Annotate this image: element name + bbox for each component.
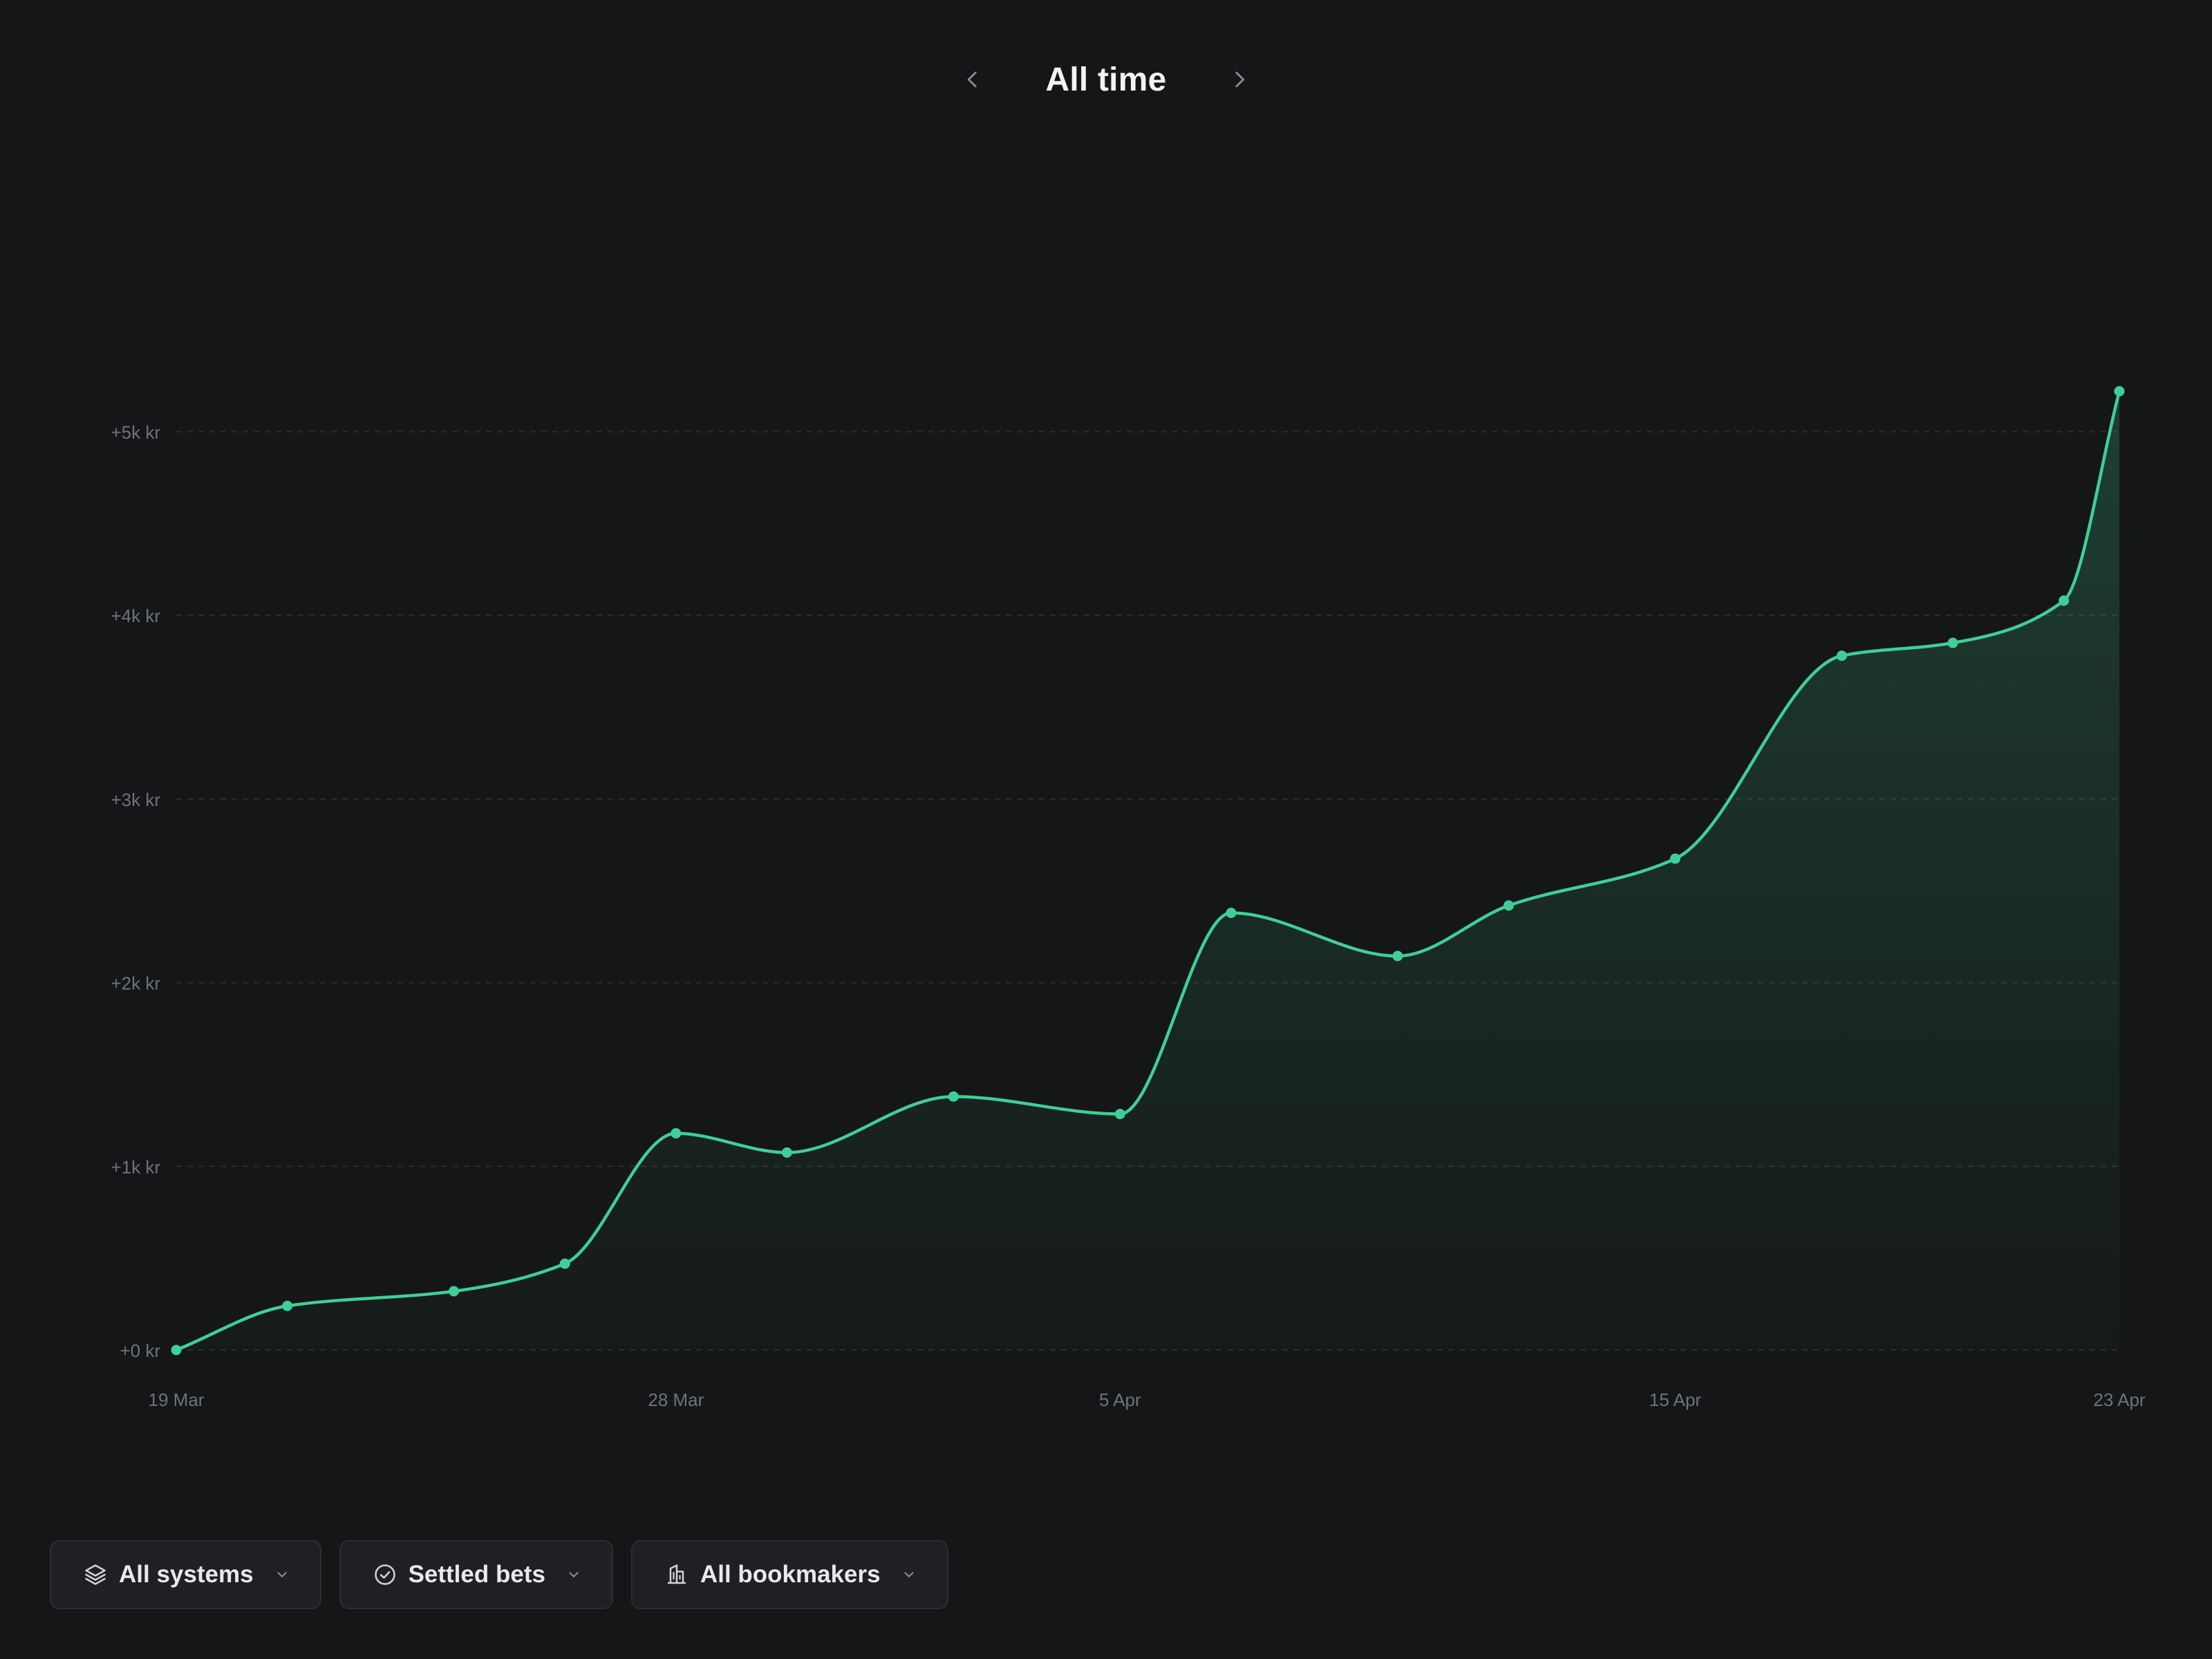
data-point[interactable]	[171, 1344, 182, 1356]
period-title: All time	[1045, 61, 1167, 98]
y-tick-label: +4k kr	[111, 606, 160, 626]
data-point[interactable]	[1503, 900, 1515, 911]
data-point[interactable]	[559, 1258, 570, 1269]
data-point[interactable]	[2114, 386, 2125, 397]
x-tick-label: 19 Mar	[149, 1389, 205, 1410]
x-axis-ticks: 19 Mar 28 Mar 5 Apr 15 Apr 23 Apr	[149, 1389, 2146, 1410]
data-point[interactable]	[1226, 908, 1237, 919]
data-point[interactable]	[1669, 853, 1680, 864]
data-point[interactable]	[1114, 1109, 1125, 1120]
y-tick-label: +0 kr	[120, 1340, 160, 1361]
systems-filter-label: All systems	[119, 1561, 254, 1588]
profit-line	[174, 389, 2121, 1352]
profit-chart: +0 kr +1k kr +2k kr +3k kr +4k kr +5k kr 19 M…	[111, 386, 2146, 1410]
data-point[interactable]	[449, 1286, 460, 1297]
next-period-button[interactable]	[1212, 52, 1267, 107]
data-point[interactable]	[282, 1300, 293, 1311]
y-axis-ticks: +0 kr +1k kr +2k kr +3k kr +4k kr +5k kr	[111, 422, 160, 1361]
bookmakers-filter-label: All bookmakers	[700, 1561, 881, 1588]
period-header: All time	[0, 48, 2212, 111]
profit-area	[176, 391, 2119, 1350]
x-tick-label: 5 Apr	[1099, 1389, 1141, 1410]
data-point[interactable]	[2059, 595, 2070, 606]
data-point[interactable]	[948, 1091, 959, 1102]
data-point[interactable]	[671, 1127, 682, 1138]
x-tick-label: 15 Apr	[1649, 1389, 1702, 1410]
filter-bar: All systems Settled bets All bookmakers	[50, 1540, 948, 1609]
chevron-left-icon	[967, 71, 977, 88]
y-tick-label: +1k kr	[111, 1156, 160, 1177]
chevron-down-icon	[566, 1567, 581, 1582]
data-point[interactable]	[1836, 650, 1847, 662]
data-point[interactable]	[1947, 637, 1958, 648]
x-tick-label: 28 Mar	[648, 1389, 704, 1410]
data-points	[171, 386, 2125, 1356]
bank-icon	[664, 1562, 689, 1587]
bet-status-filter-button[interactable]: Settled bets	[339, 1540, 613, 1609]
data-point[interactable]	[781, 1147, 792, 1158]
check-circle-icon	[373, 1562, 397, 1587]
y-tick-label: +5k kr	[111, 422, 160, 442]
bet-status-filter-label: Settled bets	[408, 1561, 545, 1588]
chevron-down-icon	[274, 1567, 290, 1582]
chevron-down-icon	[901, 1567, 917, 1582]
chevron-right-icon	[1235, 71, 1245, 88]
y-tick-label: +3k kr	[111, 789, 160, 810]
data-point[interactable]	[1392, 950, 1403, 962]
layers-icon	[83, 1562, 108, 1587]
bookmakers-filter-button[interactable]: All bookmakers	[630, 1540, 948, 1609]
systems-filter-button[interactable]: All systems	[50, 1540, 321, 1609]
previous-period-button[interactable]	[945, 52, 1000, 107]
x-tick-label: 23 Apr	[2093, 1389, 2146, 1410]
y-tick-label: +2k kr	[111, 973, 160, 994]
